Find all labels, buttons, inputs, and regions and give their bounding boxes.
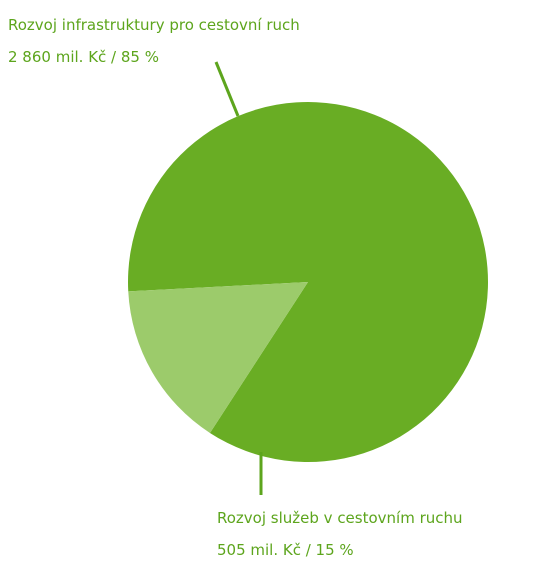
slice-value-sluzby: 505 mil. Kč / 15 % — [217, 541, 354, 559]
leader-line-infrastruktura — [214, 61, 240, 117]
slice-label-sluzby: Rozvoj služeb v cestovním ruchu — [217, 509, 463, 527]
pie-slice-sluzby — [128, 282, 308, 433]
pie-slice-infrastruktura — [128, 102, 489, 463]
slice-value-infrastruktura: 2 860 mil. Kč / 85 % — [8, 48, 159, 66]
slice-label-infrastruktura: Rozvoj infrastruktury pro cestovní ruch — [8, 16, 300, 34]
